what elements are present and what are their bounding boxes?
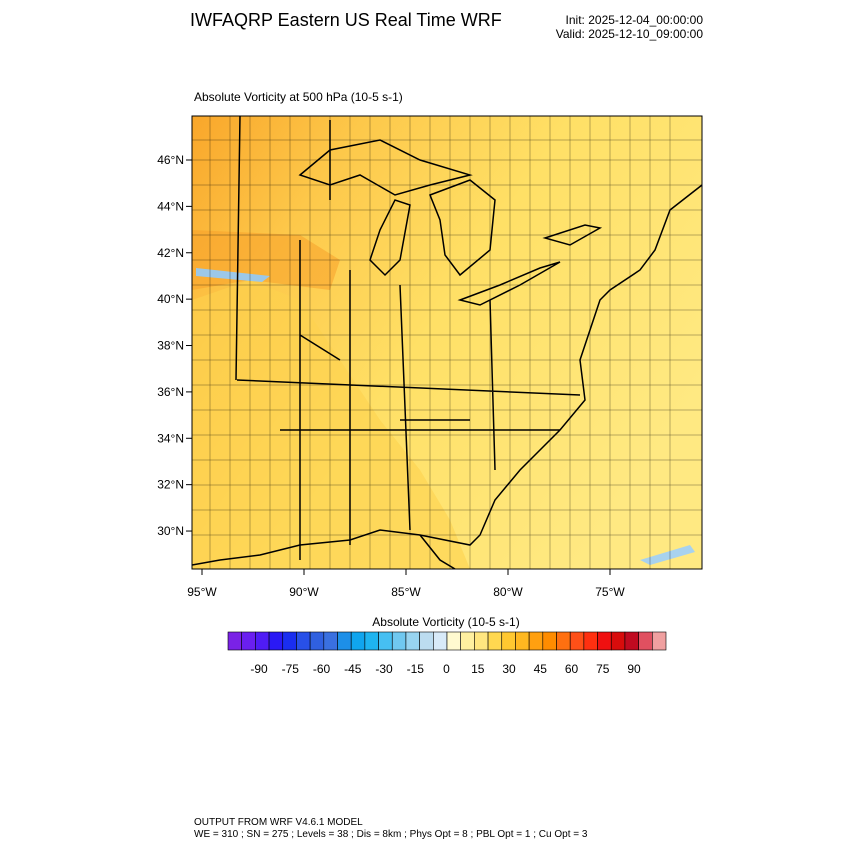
valid-time: Valid: 2025-12-10_09:00:00: [556, 27, 704, 41]
colorbar-box: [583, 631, 598, 651]
colorbar-box: [405, 631, 420, 651]
lon-label: 75°W: [595, 585, 625, 599]
colorbar-box: [419, 631, 434, 651]
colorbar-box: [624, 631, 639, 651]
colorbar-label: Absolute Vorticity (10-5 s-1): [372, 615, 519, 629]
lon-label: 95°W: [187, 585, 217, 599]
lon-label: 80°W: [493, 585, 523, 599]
colorbar-box: [501, 631, 516, 651]
colorbar-level: 60: [565, 662, 579, 676]
footer-line: OUTPUT FROM WRF V4.6.1 MODEL: [194, 817, 363, 828]
counties: [192, 116, 702, 569]
colorbar-box: [638, 631, 653, 651]
colorbar-box: [296, 631, 311, 651]
colorbar-level: 0: [443, 662, 450, 676]
colorbar-level: 45: [534, 662, 548, 676]
colorbar-box: [652, 631, 667, 651]
colorbar-box: [350, 631, 366, 651]
title: IWFAQRP Eastern US Real Time WRF: [190, 10, 502, 30]
colorbar-box: [391, 631, 407, 651]
lat-label: 32°N: [157, 478, 184, 492]
lat-label: 42°N: [157, 246, 184, 260]
colorbar-box: [474, 631, 489, 651]
lat-label: 44°N: [157, 199, 184, 213]
colorbar-level: -45: [344, 662, 362, 676]
colorbar-box: [227, 631, 242, 651]
map-frame: [191, 115, 703, 570]
lat-label: 38°N: [157, 339, 184, 353]
colorbar-box: [241, 631, 256, 651]
footer-line: WE = 310 ; SN = 275 ; Levels = 38 ; Dis …: [194, 829, 588, 840]
colorbar-box: [337, 631, 352, 651]
subtitle: Absolute Vorticity at 500 hPa (10-5 s-1): [194, 90, 403, 104]
colorbar-level: 30: [502, 662, 516, 676]
colorbar-box: [487, 631, 503, 651]
lat-label: 40°N: [157, 292, 184, 306]
init-time: Init: 2025-12-04_00:00:00: [566, 13, 704, 27]
field-patch: [192, 280, 470, 569]
colorbar-level: 15: [471, 662, 485, 676]
colorbar-box: [597, 631, 612, 651]
lat-label: 36°N: [157, 385, 184, 399]
colorbar-box: [569, 631, 585, 651]
colorbar-box: [378, 631, 393, 651]
field-patch: [640, 545, 695, 565]
lat-label: 30°N: [157, 524, 184, 538]
colorbar-box: [323, 631, 338, 651]
field-patch: [196, 268, 270, 282]
colorbar-box: [268, 631, 284, 651]
colorbar-box: [515, 631, 530, 651]
colorbar-level: -90: [250, 662, 268, 676]
colorbar-level: -75: [282, 662, 300, 676]
colorbar-box: [610, 631, 626, 651]
colorbar-level: -15: [407, 662, 425, 676]
lat-label: 34°N: [157, 431, 184, 445]
colorbar-level: -30: [375, 662, 393, 676]
colorbar-level: -60: [313, 662, 331, 676]
colorbar-box: [255, 631, 270, 651]
colorbar-box: [460, 631, 475, 651]
colorbar-box: [446, 631, 461, 651]
colorbar-level: 90: [627, 662, 641, 676]
colorbar-level: 75: [596, 662, 610, 676]
lat-label: 46°N: [157, 153, 184, 167]
map: [192, 116, 702, 569]
lon-label: 90°W: [289, 585, 319, 599]
colorbar-box: [309, 631, 325, 651]
lon-label: 85°W: [391, 585, 421, 599]
colorbar-box: [364, 631, 379, 651]
colorbar-box: [542, 631, 557, 651]
colorbar-box: [528, 631, 544, 651]
colorbar-box: [433, 631, 448, 651]
colorbar-box: [282, 631, 297, 651]
colorbar-box: [556, 631, 571, 651]
